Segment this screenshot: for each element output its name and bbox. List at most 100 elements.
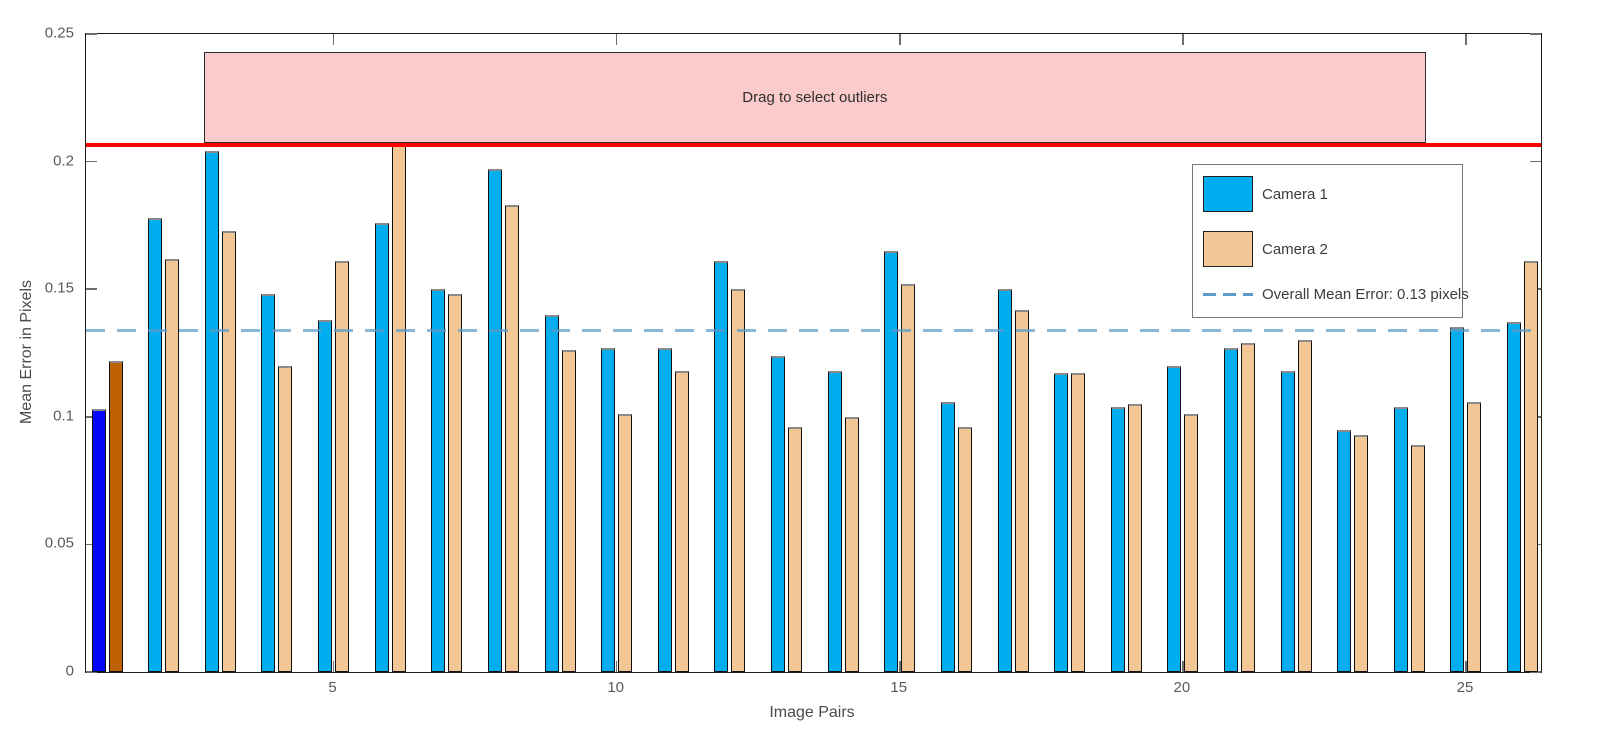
bar-camera1-pair-9[interactable] [544, 314, 559, 672]
legend-label-camera1: Camera 1 [1262, 185, 1328, 203]
legend[interactable]: Camera 1 Camera 2 Overall Mean Error: 0.… [1192, 164, 1469, 318]
y-tick-label-0.15: 0.15 [44, 279, 74, 297]
bar-camera2-pair-17[interactable] [1014, 309, 1029, 672]
bar-camera1-pair-19[interactable] [1110, 406, 1125, 672]
legend-label-camera2: Camera 2 [1262, 240, 1328, 258]
y-tick-left-0.05 [86, 543, 97, 546]
bar-camera1-pair-3[interactable] [204, 151, 219, 672]
y-tick-left-0.2 [86, 160, 97, 163]
x-tick-bottom-10 [615, 661, 618, 672]
bar-camera2-pair-7[interactable] [448, 294, 463, 672]
bar-camera1-pair-11[interactable] [657, 347, 672, 672]
x-tick-bottom-5 [332, 661, 335, 672]
bar-camera1-pair-21[interactable] [1224, 347, 1238, 672]
bar-camera2-pair-21[interactable] [1241, 342, 1255, 672]
bar-camera1-pair-17[interactable] [997, 289, 1012, 672]
y-tick-label-0: 0 [65, 662, 74, 680]
y-tick-right-0.25 [1530, 33, 1541, 35]
bar-camera1-pair-26[interactable] [1507, 322, 1522, 672]
bar-camera2-pair-14[interactable] [844, 416, 859, 672]
bar-camera1-pair-6[interactable] [374, 222, 389, 672]
bar-camera2-pair-1-selected[interactable] [108, 360, 123, 672]
drag-select-outliers-region[interactable]: Drag to select outliers [203, 51, 1426, 143]
x-tick-label-25: 25 [1456, 679, 1474, 696]
y-tick-label-0.05: 0.05 [44, 534, 74, 552]
y-tick-right-0.2 [1530, 160, 1541, 163]
x-tick-label-10: 10 [607, 679, 625, 696]
bar-camera1-pair-15[interactable] [884, 250, 899, 672]
bar-camera2-pair-19[interactable] [1127, 404, 1142, 672]
bar-camera1-pair-18[interactable] [1054, 373, 1069, 672]
bar-camera1-pair-16[interactable] [940, 401, 955, 672]
y-tick-left-0.25 [86, 33, 97, 35]
bar-camera2-pair-18[interactable] [1071, 373, 1086, 672]
outlier-threshold-line [86, 143, 1541, 147]
bar-camera2-pair-8[interactable] [504, 204, 519, 672]
camera1-swatch-icon [1203, 176, 1253, 212]
bar-camera2-pair-11[interactable] [674, 370, 689, 672]
bar-camera2-pair-13[interactable] [788, 427, 803, 672]
bar-camera2-pair-5[interactable] [335, 261, 350, 672]
legend-entry-camera1: Camera 1 [1203, 176, 1462, 212]
bar-camera2-pair-15[interactable] [901, 284, 916, 672]
x-tick-top-5 [332, 34, 335, 45]
bar-camera2-pair-6[interactable] [391, 143, 406, 672]
bar-camera2-pair-26[interactable] [1524, 261, 1539, 672]
mean-error-dash-icon [1203, 293, 1253, 296]
bar-camera1-pair-20[interactable] [1167, 365, 1182, 672]
bar-camera1-pair-5[interactable] [318, 319, 333, 672]
bar-camera2-pair-25[interactable] [1467, 401, 1482, 672]
legend-entry-mean-error: Overall Mean Error: 0.13 pixels [1203, 286, 1469, 303]
bar-camera1-pair-8[interactable] [487, 169, 502, 672]
x-tick-label-20: 20 [1173, 679, 1191, 696]
plot-area[interactable]: Drag to select outliers Camera 1 Camera … [85, 33, 1542, 673]
x-tick-label-5: 5 [328, 679, 337, 696]
y-tick-left-0 [86, 671, 97, 673]
x-tick-top-15 [899, 34, 901, 45]
x-tick-top-20 [1182, 34, 1184, 45]
overall-mean-error-line [86, 328, 1541, 332]
bar-camera1-pair-7[interactable] [431, 289, 446, 672]
x-axis-label: Image Pairs [769, 704, 855, 721]
bar-camera2-pair-9[interactable] [561, 350, 576, 672]
bar-camera1-pair-25[interactable] [1450, 327, 1465, 672]
x-tick-bottom-20 [1182, 661, 1184, 672]
bar-camera2-pair-12[interactable] [731, 289, 746, 672]
x-tick-bottom-25 [1465, 661, 1467, 672]
y-tick-right-0 [1530, 671, 1541, 673]
bar-camera1-pair-1-selected[interactable] [91, 409, 106, 672]
bar-camera2-pair-16[interactable] [957, 427, 972, 672]
bar-camera1-pair-24[interactable] [1393, 406, 1408, 672]
x-tick-top-25 [1465, 34, 1467, 45]
bar-camera1-pair-2[interactable] [148, 217, 163, 672]
bar-camera2-pair-20[interactable] [1184, 414, 1199, 672]
x-tick-bottom-15 [899, 661, 901, 672]
bar-camera2-pair-4[interactable] [278, 365, 293, 672]
x-tick-top-10 [615, 34, 618, 45]
bar-camera2-pair-2[interactable] [165, 258, 180, 672]
bar-camera1-pair-23[interactable] [1337, 429, 1352, 672]
drag-select-outliers-label: Drag to select outliers [742, 88, 888, 106]
legend-entry-camera2: Camera 2 [1203, 231, 1462, 267]
camera2-swatch-icon [1203, 231, 1253, 267]
bar-camera1-pair-4[interactable] [261, 294, 276, 672]
bar-camera2-pair-22[interactable] [1297, 340, 1312, 672]
bar-camera2-pair-24[interactable] [1410, 444, 1425, 672]
y-tick-label-0.1: 0.1 [53, 407, 74, 425]
y-tick-label-0.2: 0.2 [53, 152, 74, 170]
bar-camera1-pair-22[interactable] [1280, 370, 1295, 672]
bar-camera1-pair-13[interactable] [771, 355, 786, 672]
bar-camera1-pair-12[interactable] [714, 261, 729, 672]
y-tick-left-0.15 [86, 288, 97, 290]
bar-camera2-pair-3[interactable] [221, 230, 236, 672]
y-tick-left-0.1 [86, 416, 97, 418]
y-tick-label-0.25: 0.25 [44, 24, 74, 42]
y-axis-label: Mean Error in Pixels [18, 279, 35, 425]
bar-camera1-pair-14[interactable] [827, 370, 842, 672]
bar-camera1-pair-10[interactable] [601, 347, 616, 672]
x-tick-label-15: 15 [890, 679, 908, 696]
legend-label-mean-error: Overall Mean Error: 0.13 pixels [1262, 286, 1469, 303]
bar-camera2-pair-10[interactable] [618, 414, 633, 672]
bar-camera2-pair-23[interactable] [1354, 434, 1369, 672]
